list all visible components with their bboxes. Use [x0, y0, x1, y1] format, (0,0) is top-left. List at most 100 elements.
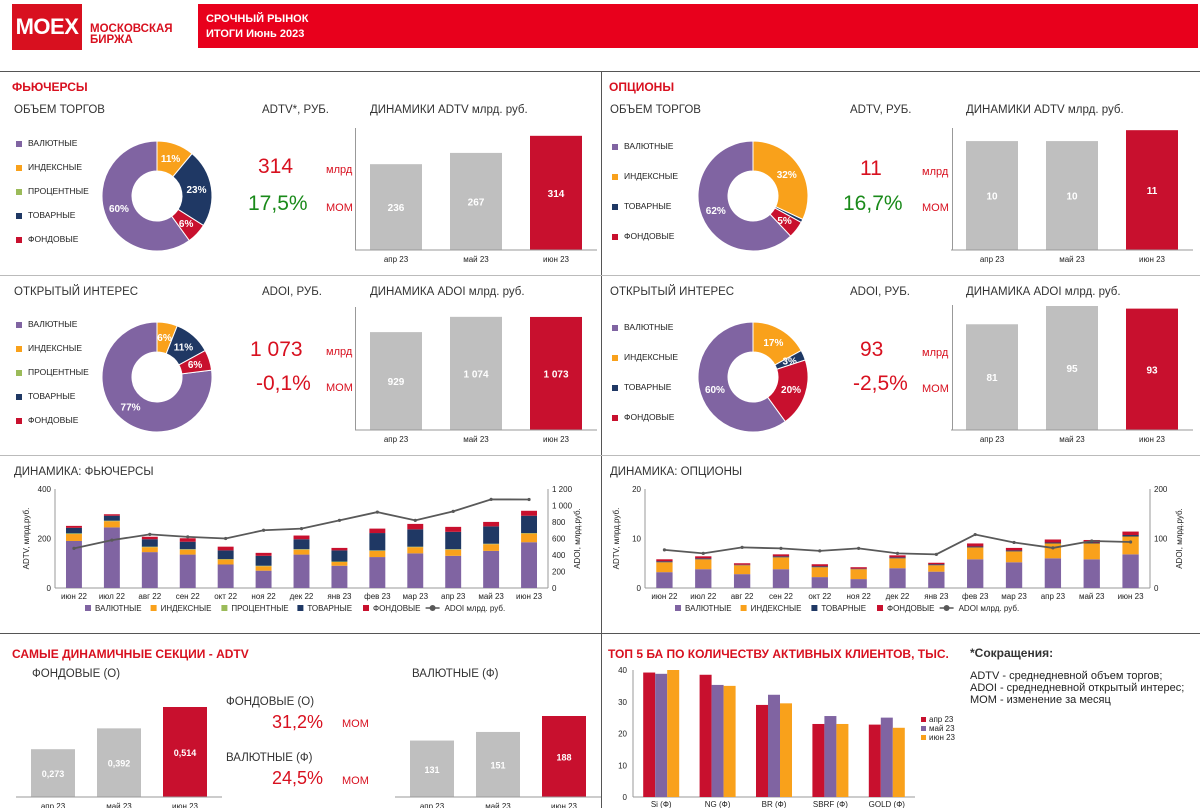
fut-adoi-change: -0,1%: [256, 372, 311, 395]
opt-adoi-label: ADOI, РУБ.: [850, 286, 910, 298]
adoi-point: [740, 545, 744, 550]
donut-slice: [697, 321, 787, 433]
grouped-bar: [780, 703, 792, 797]
y-tick-label: 200: [38, 535, 52, 544]
x-tick-label: ноя 22: [251, 592, 276, 601]
bar-label: 267: [468, 197, 485, 208]
legend-swatch: [612, 324, 618, 331]
stacked-bar-segment: [967, 547, 984, 560]
stacked-bar-segment: [217, 546, 234, 551]
donut-label: 62%: [706, 206, 726, 217]
bar: [163, 707, 207, 797]
legend-label: ТОВАРНЫЕ: [307, 604, 352, 613]
y2-tick-label: 200: [1154, 485, 1168, 494]
donut-slice: [769, 207, 802, 237]
x-tick-label: май 23: [106, 802, 132, 808]
stacked-bar-segment: [217, 564, 234, 588]
opt-oi-title: ОТКРЫТЫЙ ИНТЕРЕС: [610, 286, 735, 298]
legend-swatch: [921, 726, 926, 731]
stacked-bar-segment: [1005, 551, 1023, 563]
fut-adoi-value: 1 073: [250, 338, 303, 361]
grouped-bar: [667, 670, 680, 797]
donut-label: 20%: [781, 385, 801, 396]
stacked-bar-segment: [217, 559, 234, 565]
stacked-bar-segment: [141, 552, 158, 588]
stacked-bar-segment: [483, 526, 500, 544]
stacked-bar-segment: [733, 565, 751, 575]
stacked-bar-segment: [1044, 543, 1062, 559]
bar-label: 131: [424, 765, 439, 775]
x-tick-label: янв 23: [924, 592, 949, 601]
stacked-bar-segment: [483, 550, 500, 588]
legend-swatch: [921, 717, 926, 722]
stacked-bar-segment: [331, 550, 348, 562]
donut-label: 5%: [777, 216, 792, 227]
stacked-bar-segment: [65, 533, 82, 535]
fut-bar-axis: [355, 128, 356, 250]
x-tick-label: окт 22: [808, 592, 831, 601]
legend-item: ВАЛЮТНЫЕ: [612, 141, 673, 151]
stacked-bar-segment: [889, 555, 906, 558]
stacked-bar-segment: [445, 531, 462, 550]
legend-label: ИНДЕКСНЫЕ: [161, 604, 212, 613]
stacked-bar-segment: [772, 557, 790, 570]
donut-slice: [178, 349, 213, 375]
sections-title: САМЫЕ ДИНАМИЧНЫЕ СЕКЦИИ - ADTV: [12, 647, 249, 661]
divider-row1: [0, 275, 1200, 276]
sec-mid1-value: 31,2%: [272, 712, 324, 732]
stacked-bar-segment: [656, 572, 673, 588]
opt-adoi-unit: млрд: [922, 347, 949, 359]
bar-label: 1 073: [543, 369, 568, 380]
stacked-bar-segment: [141, 547, 158, 553]
stacked-bar-segment: [293, 554, 310, 588]
stacked-bar-segment: [928, 562, 945, 565]
bar: [97, 728, 141, 797]
bar: [1126, 130, 1178, 250]
bar: [450, 152, 502, 250]
bar-label: 0,273: [42, 769, 65, 779]
bar-label: 314: [548, 189, 565, 200]
adoi-point: [224, 536, 228, 541]
adoi-point: [299, 527, 304, 531]
grouped-bar: [723, 685, 736, 797]
stacked-bar-segment: [179, 538, 196, 542]
donut-label: 6%: [157, 333, 172, 344]
fut-dynamics-title: ДИНАМИКА: ФЬЮЧЕРСЫ: [14, 466, 154, 478]
x-tick-label: дек 22: [886, 592, 910, 601]
x-tick-label: май 23: [478, 592, 504, 601]
adoi-point: [148, 532, 152, 536]
fut-dyn-title: ДИНАМИКИ ADTV млрд. руб.: [370, 104, 528, 116]
y-tick-label: 400: [38, 485, 52, 494]
bar: [476, 731, 520, 797]
x-tick-label: авг 22: [138, 592, 161, 601]
opt-dyn-title: ДИНАМИКИ ADTV млрд. руб.: [966, 104, 1124, 116]
stacked-bar-segment: [1005, 562, 1023, 588]
stacked-bar-segment: [1005, 550, 1023, 552]
adoi-point: [1128, 540, 1133, 544]
legend-swatch: [675, 605, 681, 611]
divider-top: [0, 71, 1200, 72]
donut-slice: [697, 140, 792, 252]
x-tick-label: апр 23: [384, 435, 409, 444]
opt-dyn-oi-title: ДИНАМИКА ADOI млрд. руб.: [966, 286, 1121, 298]
legend-item: ИНДЕКСНЫЕ: [16, 162, 82, 172]
stacked-bar-segment: [1083, 543, 1100, 560]
y2-tick-label: 800: [552, 518, 566, 527]
legend-swatch: [612, 173, 618, 180]
legend-swatch: [921, 735, 926, 740]
grouped-bar: [756, 704, 768, 797]
y-tick-label: 10: [632, 535, 641, 544]
sec-mid2-value: 24,5%: [272, 768, 324, 788]
donut-label: 60%: [109, 204, 129, 215]
donut-slice: [752, 140, 809, 221]
y-tick-label: 0: [637, 584, 642, 593]
stacked-bar-segment: [65, 525, 82, 528]
x-tick-label: сен 22: [769, 592, 794, 601]
bar: [530, 135, 582, 250]
fut-vol-legend: ВАЛЮТНЫЕ ИНДЕКСНЫЕ ПРОЦЕНТНЫЕ ТОВАРНЫЕ Ф…: [16, 138, 136, 248]
opt-adtv-unit: млрд: [922, 166, 949, 178]
fut-adoi-change-unit: МОМ: [326, 382, 353, 394]
grouped-bar: [812, 723, 825, 797]
x-tick-label: июн 23: [551, 802, 578, 808]
